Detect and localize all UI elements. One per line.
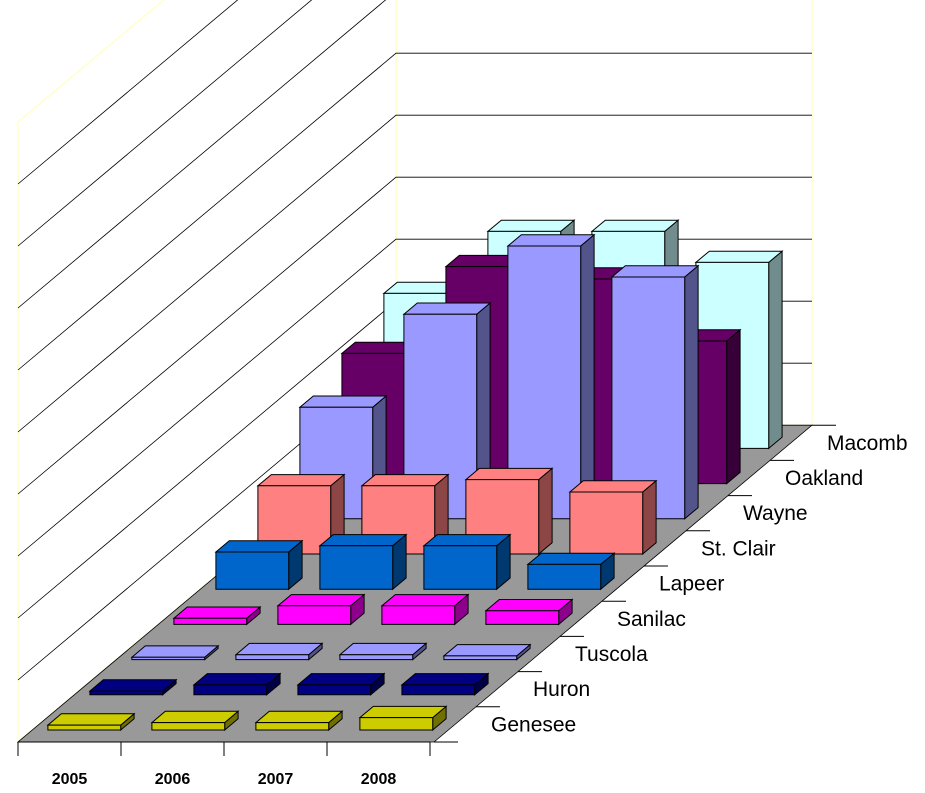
bar-wayne-2008	[610, 264, 700, 520]
bar-st-clair-2008	[568, 479, 658, 556]
bar-sanilac-2006	[276, 593, 366, 626]
bar-wayne-2006	[402, 301, 492, 520]
bar-sanilac-2008	[484, 598, 574, 626]
gridline	[17, 114, 812, 433]
bar-genesee-2008	[358, 705, 448, 732]
series-label: Genesee	[491, 713, 576, 736]
series-label: Tuscola	[575, 643, 648, 666]
chart-bars	[46, 219, 784, 732]
series-label: St. Clair	[701, 537, 776, 560]
category-label: 2008	[361, 771, 397, 788]
bar-genesee-2007	[254, 710, 344, 732]
series-label: Huron	[533, 678, 590, 701]
bar-genesee-2005	[46, 712, 136, 732]
series-label: Wayne	[743, 502, 808, 525]
series-label: Lapeer	[659, 573, 724, 596]
bar-wayne-2007	[506, 233, 596, 520]
bar-tuscola-2007	[338, 642, 428, 661]
gridline	[17, 176, 812, 495]
gridline	[17, 0, 239, 185]
chart-labels: 2005 2006 2007 2008 Genesee Huron Tuscola Sanil…	[52, 432, 908, 788]
bar-tuscola-2008	[442, 643, 532, 661]
bar-huron-2008	[400, 672, 490, 696]
category-label: 2007	[258, 771, 294, 788]
bar-sanilac-2007	[380, 593, 470, 626]
bar-tuscola-2006	[234, 642, 324, 661]
bar-lapeer-2005	[214, 539, 304, 591]
bar-huron-2006	[192, 672, 282, 696]
bar-tuscola-2005	[130, 644, 220, 661]
series-label: Sanilac	[617, 608, 686, 631]
category-label: 2005	[52, 771, 88, 788]
gridline	[17, 52, 812, 371]
bar-genesee-2006	[150, 710, 240, 732]
bar-sanilac-2005	[172, 605, 262, 626]
series-label: Macomb	[827, 432, 908, 455]
bar-lapeer-2007	[422, 533, 512, 591]
gridline	[17, 0, 313, 247]
bar-lapeer-2006	[318, 533, 408, 591]
bar-lapeer-2008	[526, 552, 616, 591]
gridline	[17, 0, 387, 309]
bar-huron-2005	[88, 678, 178, 696]
series-label: Oakland	[785, 467, 863, 490]
bar-huron-2007	[296, 672, 386, 696]
category-label: 2006	[155, 771, 191, 788]
